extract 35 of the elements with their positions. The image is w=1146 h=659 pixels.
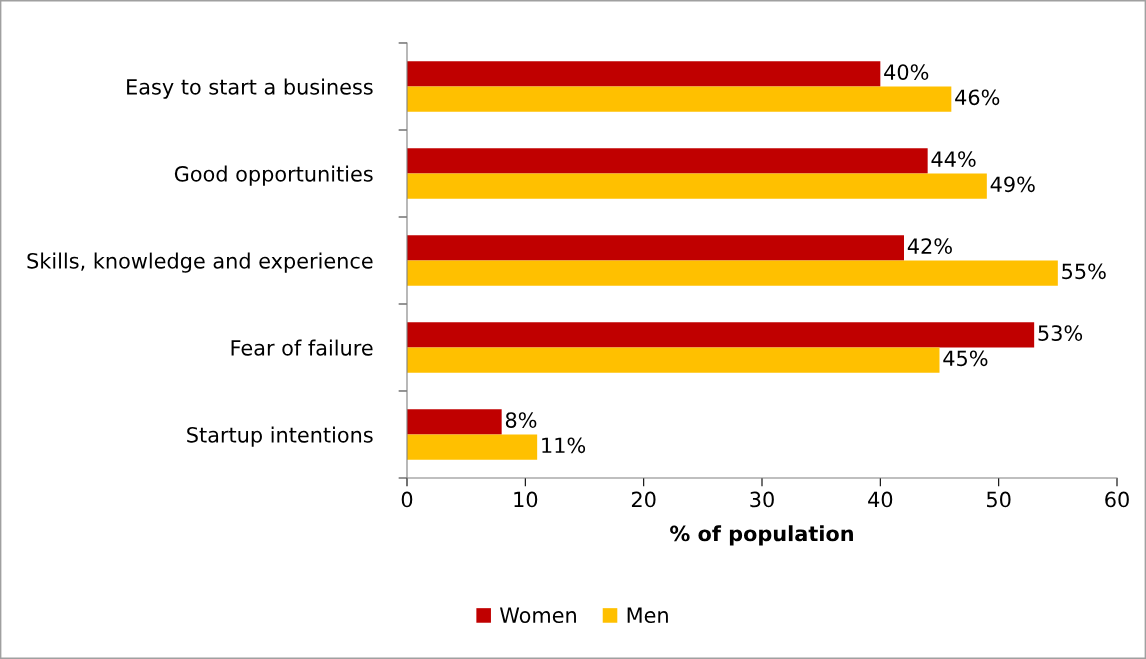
data-label: 11% [542, 437, 586, 454]
data-label: 53% [1038, 325, 1083, 341]
x-tick-label: 50 [987, 491, 1011, 508]
bar [407, 409, 502, 435]
x-tick-label: 20 [631, 491, 656, 508]
x-tick-label: 60 [1105, 491, 1129, 508]
legend-label: Women [499, 607, 576, 624]
bar [407, 322, 1035, 348]
x-tick-label: 10 [514, 491, 538, 508]
bar [407, 173, 987, 199]
bar [407, 86, 952, 112]
y-tick-label: Easy to start a business [127, 78, 373, 99]
y-tick-label: Startup intentions [187, 426, 373, 447]
data-label: 49% [990, 176, 1035, 193]
data-label: 40% [884, 64, 929, 80]
x-tick-label: 30 [750, 491, 774, 508]
bar [407, 61, 881, 87]
y-tick-label: Fear of failure [231, 339, 373, 356]
data-label: 55% [1062, 263, 1106, 280]
bar [407, 434, 538, 460]
data-label: 44% [931, 151, 976, 167]
data-label: 46% [955, 89, 1000, 106]
data-label: 8% [505, 412, 537, 428]
bar [407, 235, 904, 261]
y-tick-label: Skills, knowledge and experience [27, 252, 373, 273]
x-tick-label: 0 [401, 491, 413, 508]
bar [407, 347, 940, 373]
data-label: 42% [907, 238, 952, 254]
x-axis-title: % of population [670, 525, 853, 546]
bar [407, 260, 1058, 286]
x-tick-label: 40 [868, 491, 893, 508]
data-label: 45% [943, 350, 988, 367]
legend-label: Men [627, 607, 668, 624]
bar [407, 148, 928, 174]
y-tick-label: Good opportunities [174, 165, 373, 186]
